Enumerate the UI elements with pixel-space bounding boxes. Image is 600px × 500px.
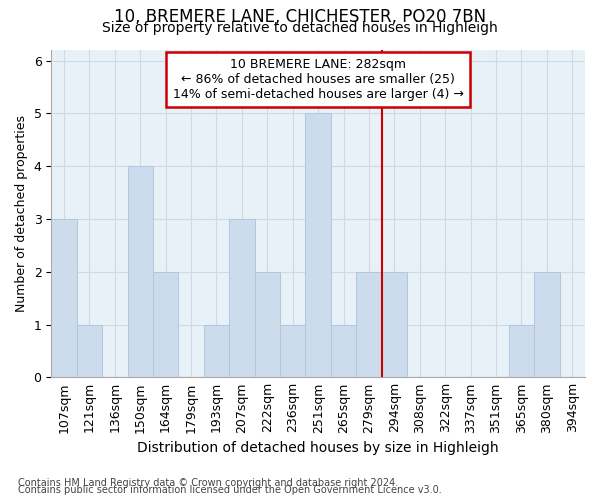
Bar [77,324,102,378]
Bar [204,324,229,378]
Bar [382,272,407,378]
Bar [331,324,356,378]
Bar [128,166,153,378]
Bar [51,219,77,378]
Text: Contains HM Land Registry data © Crown copyright and database right 2024.: Contains HM Land Registry data © Crown c… [18,478,398,488]
Text: 10 BREMERE LANE: 282sqm
← 86% of detached houses are smaller (25)
14% of semi-de: 10 BREMERE LANE: 282sqm ← 86% of detache… [173,58,464,101]
Bar [280,324,305,378]
Bar [254,272,280,378]
Text: 10, BREMERE LANE, CHICHESTER, PO20 7BN: 10, BREMERE LANE, CHICHESTER, PO20 7BN [114,8,486,26]
Bar [534,272,560,378]
Bar [229,219,254,378]
Bar [509,324,534,378]
Bar [153,272,178,378]
Bar [305,114,331,378]
Bar [356,272,382,378]
X-axis label: Distribution of detached houses by size in Highleigh: Distribution of detached houses by size … [137,441,499,455]
Y-axis label: Number of detached properties: Number of detached properties [15,115,28,312]
Text: Size of property relative to detached houses in Highleigh: Size of property relative to detached ho… [102,21,498,35]
Text: Contains public sector information licensed under the Open Government Licence v3: Contains public sector information licen… [18,485,442,495]
